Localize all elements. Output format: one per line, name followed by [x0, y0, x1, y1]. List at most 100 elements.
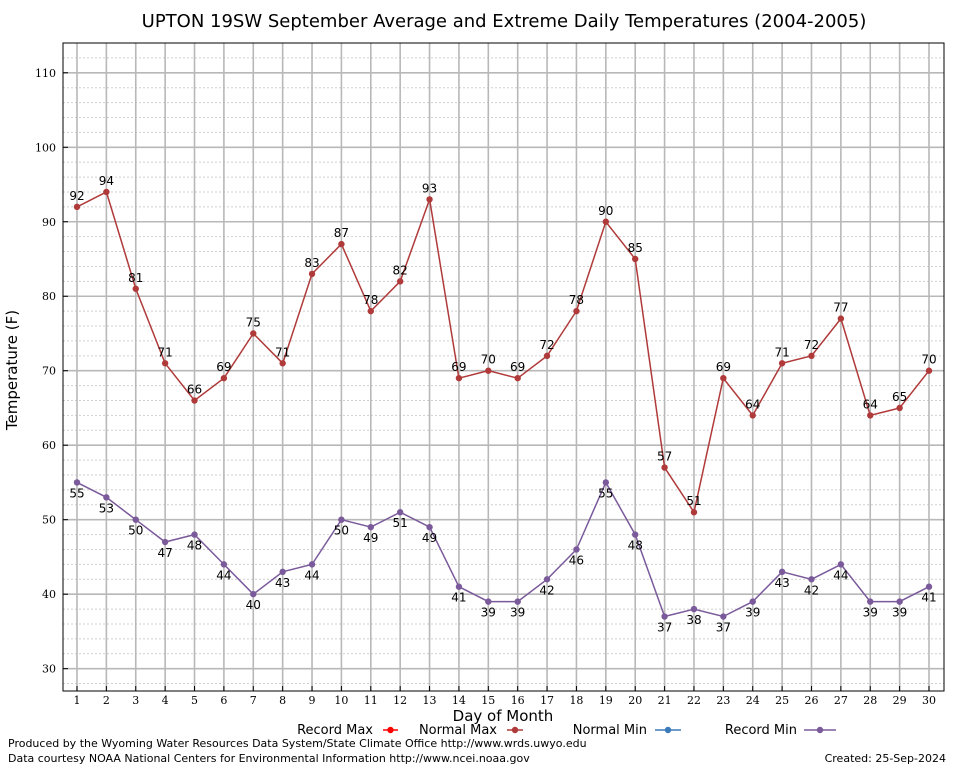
data-point-record-min: [73, 479, 81, 486]
data-point-normal-max: [749, 412, 756, 419]
y-tick-label: 100: [35, 141, 56, 154]
data-point-normal-max: [191, 397, 198, 404]
data-point-record-min: [455, 583, 463, 590]
x-tick-label: 20: [628, 694, 642, 707]
data-label-record-min: 38: [686, 613, 701, 627]
data-label-normal-max: 69: [716, 360, 731, 374]
x-tick-label: 1: [74, 694, 81, 707]
data-point-record-min: [661, 613, 668, 620]
y-axis-label: Temperature (F): [3, 310, 21, 431]
data-label-normal-max: 64: [745, 397, 760, 411]
series-record-min: 55 53 50 47 48 44 40 43 44 50 49 51 49 41 39 39 42 46 55 48…: [69, 479, 937, 635]
data-point-normal-max: [925, 367, 933, 374]
data-label-normal-max: 65: [892, 390, 907, 404]
data-point-record-min: [220, 561, 228, 568]
data-label-record-min: 47: [157, 546, 172, 560]
data-point-record-min: [690, 605, 698, 613]
data-point-normal-max: [250, 330, 257, 337]
data-point-record-min: [279, 568, 286, 576]
x-tick-label: 12: [393, 694, 407, 707]
data-label-record-min: 40: [246, 598, 261, 612]
data-label-record-min: 39: [863, 606, 878, 620]
data-label-record-min: 53: [99, 501, 114, 515]
x-tick-label: 21: [658, 694, 672, 707]
plot-frame: [62, 42, 945, 692]
y-tick-label: 50: [42, 514, 56, 527]
data-label-normal-max: 69: [510, 360, 525, 374]
data-label-record-min: 39: [481, 606, 496, 620]
plot-background: [63, 43, 944, 691]
data-point-record-min: [250, 590, 257, 598]
y-tick-label: 40: [42, 588, 56, 601]
data-label-normal-max: 83: [304, 256, 319, 270]
data-label-record-min: 46: [569, 553, 584, 567]
x-tick-label: 28: [863, 694, 877, 707]
data-label-record-min: 48: [628, 539, 643, 553]
x-tick-label: 13: [423, 694, 437, 707]
data-point-normal-max: [279, 360, 286, 367]
data-point-record-min: [720, 613, 727, 620]
x-tick-label: 10: [334, 694, 348, 707]
data-label-normal-max: 78: [569, 293, 584, 307]
y-tick-label: 30: [42, 663, 56, 676]
data-label-normal-max: 94: [99, 174, 114, 188]
x-tick-label: 25: [775, 694, 789, 707]
data-label-normal-max: 71: [774, 345, 789, 359]
data-point-normal-max: [103, 188, 110, 196]
data-label-record-min: 43: [275, 576, 290, 590]
data-point-record-min: [161, 538, 169, 546]
series-normal-max: 92 94 81 71 66 69 75 71 83 87 78 82 93 69 70 69 72 78 90 85…: [69, 174, 937, 516]
legend-marker-record-max: [387, 726, 394, 734]
data-point-normal-max: [543, 352, 551, 360]
data-point-normal-max: [896, 404, 903, 412]
data-point-normal-max: [308, 270, 316, 278]
legend-label-record-max: Record Max: [297, 723, 373, 738]
x-tick-label: 6: [220, 694, 227, 707]
y-tick-label: 80: [42, 290, 56, 303]
chart-title: UPTON 19SW September Average and Extreme…: [142, 11, 867, 32]
data-label-record-min: 37: [657, 621, 672, 635]
x-tick-label: 23: [716, 694, 730, 707]
x-tick-label: 9: [309, 694, 316, 707]
x-tick-label: 26: [804, 694, 818, 707]
data-point-normal-max: [220, 374, 228, 382]
data-point-record-min: [925, 583, 933, 590]
data-point-record-min: [808, 576, 815, 583]
data-label-record-min: 51: [393, 516, 408, 530]
data-point-normal-max: [573, 307, 580, 315]
x-tick-label: 17: [540, 694, 554, 707]
data-point-record-min: [543, 576, 551, 583]
data-point-normal-max: [161, 360, 169, 367]
footer-created: Created: 25-Sep-2024: [824, 752, 946, 765]
data-label-normal-max: 93: [422, 181, 437, 195]
x-tick-label: 4: [162, 694, 169, 707]
footer-produced-by: Produced by the Wyoming Water Resources …: [8, 737, 587, 750]
x-tick-label: 2: [103, 694, 110, 707]
footer-data-courtesy: Data courtesy NOAA National Centers for …: [8, 752, 530, 765]
data-label-record-min: 49: [422, 531, 437, 545]
data-point-record-min: [132, 516, 139, 523]
x-tick-label: 24: [746, 694, 760, 707]
data-label-record-min: 42: [804, 583, 819, 597]
data-label-normal-max: 85: [628, 241, 643, 255]
x-tick-label: 3: [132, 694, 139, 707]
x-tick-label: 22: [687, 694, 701, 707]
data-label-normal-max: 70: [481, 353, 496, 367]
legend-marker-normal-max: [511, 726, 519, 734]
x-tick-label: 8: [279, 694, 286, 707]
data-label-normal-max: 51: [686, 494, 701, 508]
data-label-record-min: 44: [216, 568, 231, 582]
legend-label-normal-max: Normal Max: [419, 723, 497, 738]
data-point-normal-max: [132, 285, 139, 292]
data-label-record-min: 41: [451, 591, 466, 605]
x-tick-label: 7: [250, 694, 257, 707]
x-tick-label: 19: [599, 694, 613, 707]
data-point-normal-max: [485, 367, 492, 374]
data-point-normal-max: [690, 509, 698, 516]
data-point-record-min: [103, 494, 110, 501]
data-point-normal-max: [338, 240, 345, 248]
data-label-normal-max: 77: [833, 301, 848, 315]
y-tick-label: 110: [35, 67, 56, 80]
data-label-record-min: 50: [128, 524, 143, 538]
data-label-record-min: 55: [598, 486, 613, 500]
